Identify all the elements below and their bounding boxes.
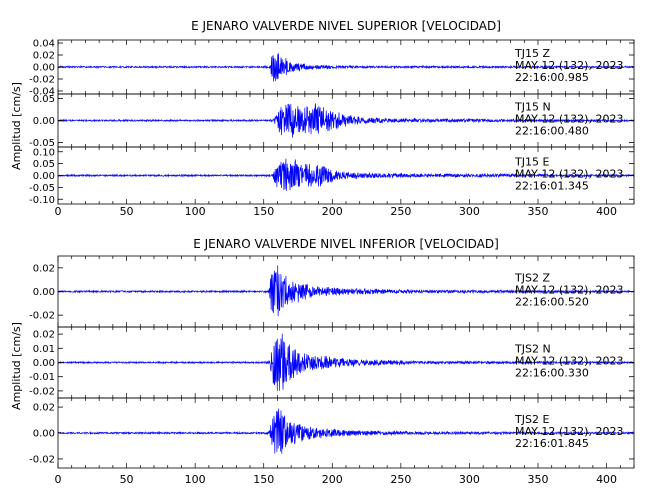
x-tick-label: 200 bbox=[322, 205, 343, 218]
y-tick-label: -0.02 bbox=[29, 311, 55, 322]
y-tick-label: 0.02 bbox=[33, 263, 55, 274]
station-label: TJS2 Z bbox=[514, 272, 550, 285]
y-axis-label: Amplitud [cm/s] bbox=[10, 322, 23, 410]
y-tick-label: 0.04 bbox=[33, 39, 55, 50]
x-tick-label: 400 bbox=[596, 473, 617, 486]
x-tick-label: 300 bbox=[459, 205, 480, 218]
station-label: MAY 12 (132), 2023 bbox=[515, 355, 623, 368]
station-label: 22:16:00.985 bbox=[515, 71, 589, 84]
y-axis-label: Amplitud [cm/s] bbox=[10, 82, 23, 170]
x-tick-label: 300 bbox=[459, 473, 480, 486]
y-tick-label: -0.01 bbox=[29, 372, 55, 383]
y-tick-label: -0.04 bbox=[29, 87, 55, 98]
group-title: E JENARO VALVERDE NIVEL SUPERIOR [VELOCI… bbox=[191, 19, 501, 33]
x-tick-label: 100 bbox=[185, 473, 206, 486]
seismic-trace bbox=[57, 265, 635, 317]
seismic-trace bbox=[57, 53, 635, 82]
x-tick-label: 200 bbox=[322, 473, 343, 486]
station-label: 22:16:00.330 bbox=[515, 367, 589, 380]
y-tick-label: 0.02 bbox=[33, 403, 55, 414]
station-label: MAY 12 (132), 2023 bbox=[515, 59, 623, 72]
y-tick-label: 0.00 bbox=[33, 171, 55, 182]
y-tick-label: 0.00 bbox=[33, 116, 55, 127]
station-label: TJS2 E bbox=[514, 413, 549, 426]
station-label: TJS2 N bbox=[514, 343, 551, 356]
station-label: 22:16:00.480 bbox=[515, 125, 589, 138]
x-tick-label: 50 bbox=[120, 473, 134, 486]
y-tick-label: 0.10 bbox=[33, 147, 55, 158]
y-tick-label: 0.05 bbox=[33, 94, 55, 105]
station-label: MAY 12 (132), 2023 bbox=[515, 113, 623, 126]
x-tick-label: 0 bbox=[55, 473, 62, 486]
y-tick-label: -0.05 bbox=[29, 183, 55, 194]
x-tick-label: 250 bbox=[390, 473, 411, 486]
x-tick-label: 100 bbox=[185, 205, 206, 218]
seismic-trace bbox=[57, 103, 635, 138]
station-label: TJ15 E bbox=[514, 156, 549, 169]
x-tick-label: 250 bbox=[390, 205, 411, 218]
y-tick-label: -0.10 bbox=[29, 195, 55, 206]
station-label: MAY 12 (132), 2023 bbox=[515, 284, 623, 297]
station-label: 22:16:00.520 bbox=[515, 296, 589, 309]
y-tick-label: -0.02 bbox=[29, 386, 55, 397]
x-tick-label: 350 bbox=[528, 473, 549, 486]
y-tick-label: -0.02 bbox=[29, 454, 55, 465]
seismic-trace bbox=[57, 158, 635, 191]
y-tick-label: 0.00 bbox=[33, 287, 55, 298]
x-tick-label: 50 bbox=[120, 205, 134, 218]
seismic-trace bbox=[57, 333, 635, 392]
station-label: TJ15 Z bbox=[514, 47, 550, 60]
x-tick-label: 400 bbox=[596, 205, 617, 218]
x-tick-label: 350 bbox=[528, 205, 549, 218]
y-tick-label: 0.05 bbox=[33, 159, 55, 170]
seismic-trace bbox=[57, 408, 635, 454]
y-tick-label: 0.00 bbox=[33, 358, 55, 369]
y-tick-label: 0.02 bbox=[33, 51, 55, 62]
x-tick-label: 0 bbox=[55, 205, 62, 218]
y-tick-label: -0.05 bbox=[29, 138, 55, 149]
station-label: 22:16:01.845 bbox=[515, 437, 589, 450]
y-tick-label: -0.02 bbox=[29, 75, 55, 86]
station-label: MAY 12 (132), 2023 bbox=[515, 425, 623, 438]
x-tick-label: 150 bbox=[253, 205, 274, 218]
y-tick-label: 0.01 bbox=[33, 344, 55, 355]
group-title: E JENARO VALVERDE NIVEL INFERIOR [VELOCI… bbox=[193, 237, 499, 251]
station-label: MAY 12 (132), 2023 bbox=[515, 168, 623, 181]
x-tick-label: 150 bbox=[253, 473, 274, 486]
y-tick-label: 0.02 bbox=[33, 330, 55, 341]
y-tick-label: 0.00 bbox=[33, 63, 55, 74]
y-tick-label: 0.00 bbox=[33, 429, 55, 440]
station-label: 22:16:01.345 bbox=[515, 180, 589, 193]
station-label: TJ15 N bbox=[514, 101, 551, 114]
